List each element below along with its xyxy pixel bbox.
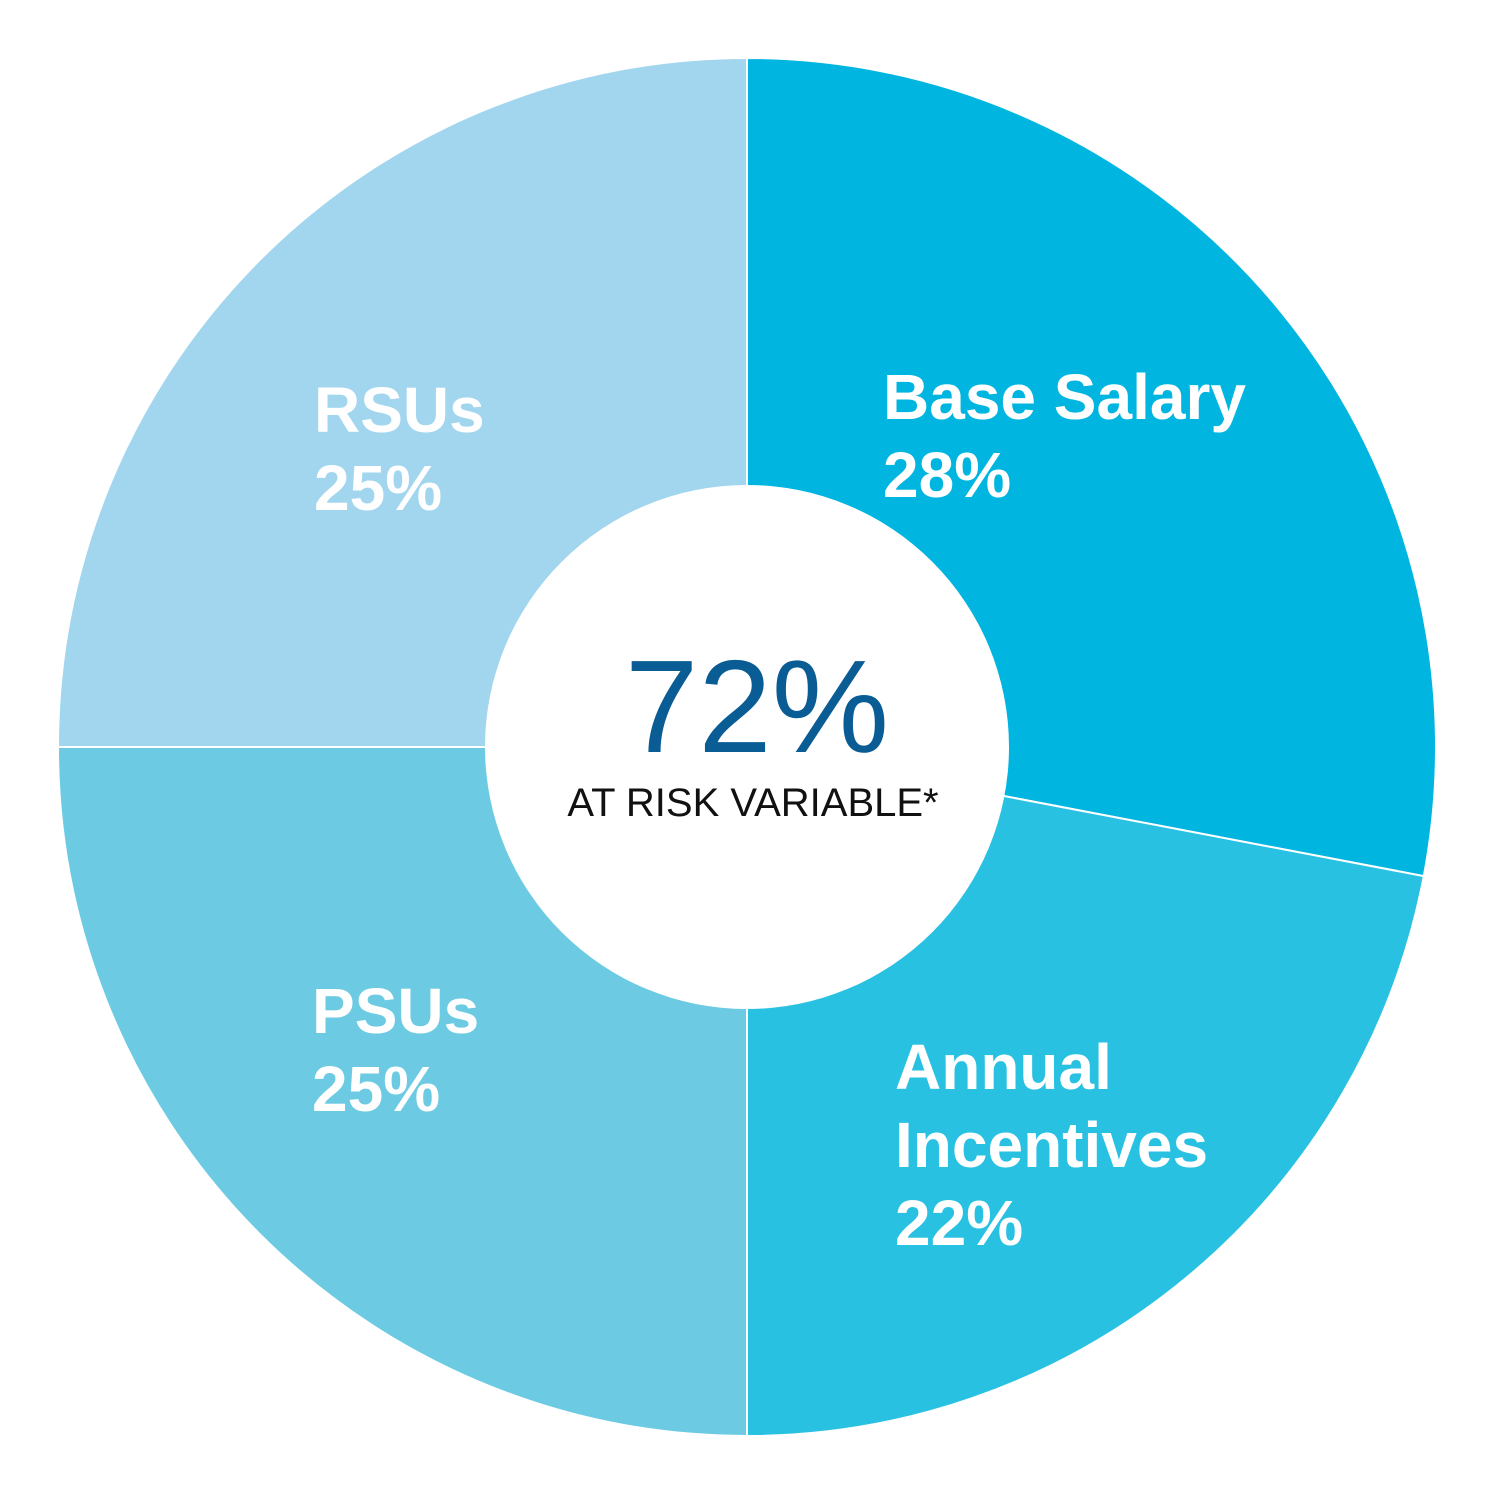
slice-value-rsus: 25% bbox=[314, 452, 442, 524]
slice-value-psus: 25% bbox=[312, 1053, 440, 1125]
slice-value-base-salary: 28% bbox=[883, 439, 1011, 511]
slice-label-base-salary: Base Salary bbox=[883, 361, 1246, 433]
center-value: 72% bbox=[625, 633, 889, 780]
slice-value-annual-incentives: 22% bbox=[895, 1187, 1023, 1259]
slice-labels: Base Salary28%AnnualIncentives22%PSUs25%… bbox=[312, 361, 1246, 1259]
center-caption: AT RISK VARIABLE* bbox=[567, 781, 938, 825]
slice-label-psus: PSUs bbox=[312, 975, 479, 1047]
slice-label-rsus: RSUs bbox=[314, 374, 485, 446]
slice-label-annual-incentives-line-1: Annual bbox=[895, 1031, 1112, 1103]
donut-center-hole bbox=[485, 485, 1009, 1009]
slice-label-annual-incentives-line-2: Incentives bbox=[895, 1109, 1208, 1181]
